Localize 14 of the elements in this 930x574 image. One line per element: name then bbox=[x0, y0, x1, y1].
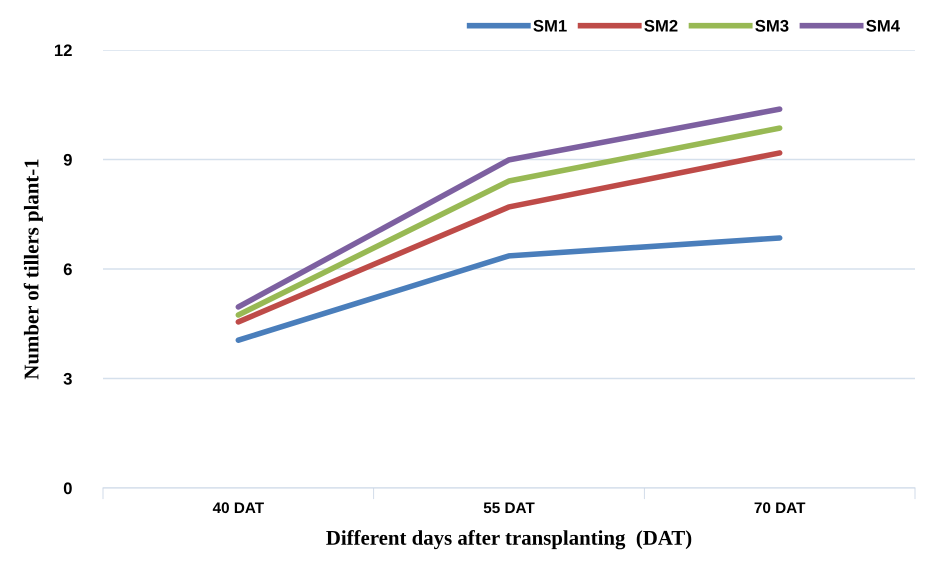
legend-label: SM2 bbox=[644, 20, 678, 32]
x-axis-title: Different days after transplanting (DAT) bbox=[326, 530, 692, 550]
legend-label: SM3 bbox=[755, 20, 788, 32]
x-tick-label: 40 DAT bbox=[212, 502, 264, 514]
y-axis-title: Number of tillers plant-1 bbox=[24, 159, 43, 380]
y-tick-label: 6 bbox=[64, 263, 72, 276]
legend-label: SM4 bbox=[866, 20, 900, 32]
y-tick-label: 9 bbox=[64, 154, 72, 166]
y-tick-label: 12 bbox=[54, 44, 72, 56]
y-tick-label: 0 bbox=[64, 482, 72, 494]
x-tick-label: 70 DAT bbox=[754, 502, 806, 514]
legend-label: SM1 bbox=[533, 20, 567, 32]
y-tick-label: 3 bbox=[64, 372, 72, 385]
x-tick-label: 55 DAT bbox=[484, 502, 535, 514]
